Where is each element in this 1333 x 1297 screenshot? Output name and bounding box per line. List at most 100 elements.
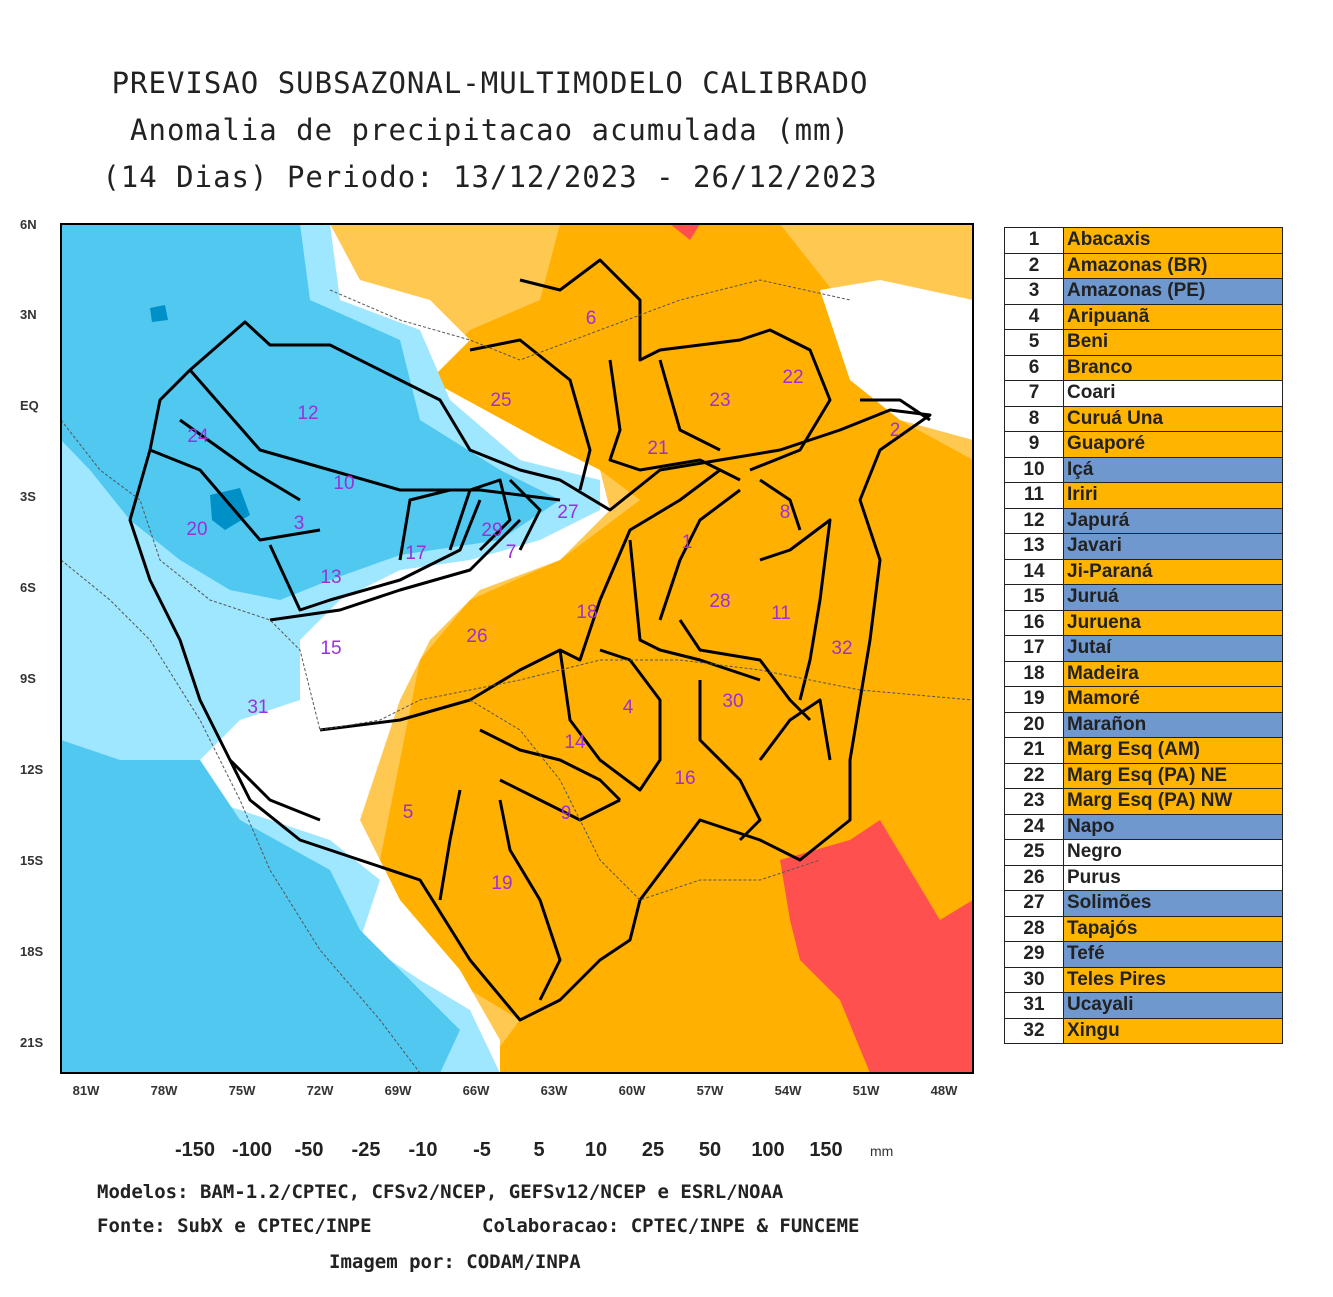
legend-row-number: 22 [1004, 762, 1064, 789]
legend-row: 29 Tefé [1004, 941, 1283, 968]
legend-row-number: 24 [1004, 813, 1064, 840]
legend-row-name: Guaporé [1063, 431, 1283, 458]
basin-number: 7 [505, 542, 517, 563]
legend-row-number: 8 [1004, 405, 1064, 432]
legend-row-number: 18 [1004, 660, 1064, 687]
legend-row-number: 17 [1004, 635, 1064, 662]
legend-row: 9 Guaporé [1004, 431, 1283, 458]
legend-row-number: 16 [1004, 609, 1064, 636]
legend-row-name: Ji-Paraná [1063, 558, 1283, 585]
legend-row-number: 29 [1004, 941, 1064, 968]
legend-row: 26 Purus [1004, 864, 1283, 891]
colorbar-label: 150 [809, 1139, 843, 1161]
legend-row-name: Marg Esq (AM) [1063, 737, 1283, 764]
colorbar-label: 100 [751, 1139, 785, 1161]
map-border [60, 223, 974, 1074]
basin-number: 24 [187, 426, 209, 447]
lat-label: 9S [20, 671, 36, 686]
legend-row-name: Teles Pires [1063, 966, 1283, 993]
basin-number: 14 [564, 732, 586, 753]
legend-row-number: 20 [1004, 711, 1064, 738]
lat-label: 15S [20, 853, 44, 868]
legend-row-name: Içá [1063, 456, 1283, 483]
legend-row-name: Tefé [1063, 941, 1283, 968]
lat-label: 3S [20, 489, 36, 504]
legend-row-name: Amazonas (PE) [1063, 278, 1283, 305]
anomaly-very-wet [210, 488, 250, 530]
lon-label: 63W [540, 1083, 568, 1098]
basin-number: 3 [293, 513, 305, 534]
colorbar-label: -25 [351, 1139, 381, 1161]
legend-row-name: Abacaxis [1063, 227, 1283, 254]
anomaly-very-dry [780, 820, 973, 1073]
legend-row: 25 Negro [1004, 839, 1283, 866]
lon-label: 48W [930, 1083, 958, 1098]
lon-label: 60W [618, 1083, 646, 1098]
basin-number: 6 [585, 308, 597, 329]
lat-label: 6N [20, 217, 37, 232]
anomaly-very-wet [150, 305, 168, 322]
basin-number: 16 [674, 768, 696, 789]
credits-models: Modelos: BAM-1.2/CPTEC, CFSv2/NCEP, GEFS… [97, 1181, 784, 1203]
lat-label: 21S [20, 1035, 44, 1050]
lon-label: 57W [696, 1083, 724, 1098]
legend-row-name: Madeira [1063, 660, 1283, 687]
colorbar-label: 50 [698, 1139, 722, 1161]
legend-row-name: Beni [1063, 329, 1283, 356]
basin-number: 4 [622, 697, 634, 718]
legend-row-number: 23 [1004, 788, 1064, 815]
legend-row: 24 Napo [1004, 813, 1283, 840]
legend-row-name: Marg Esq (PA) NE [1063, 762, 1283, 789]
title-line-1: PREVISAO SUBSAZONAL-MULTIMODELO CALIBRAD… [111, 66, 869, 100]
colorbar-label: 10 [584, 1139, 608, 1161]
basin-number: 1 [681, 532, 693, 553]
colorbar-label: 5 [533, 1139, 545, 1161]
legend-row: 7 Coari [1004, 380, 1283, 407]
basin-number: 28 [709, 591, 731, 612]
legend-row: 15 Juruá [1004, 584, 1283, 611]
credits-image: Imagem por: CODAM/INPA [329, 1251, 581, 1273]
basin-number: 13 [320, 567, 342, 588]
legend-row: 2 Amazonas (BR) [1004, 252, 1283, 279]
legend-row-name: Iriri [1063, 482, 1283, 509]
legend-row-name: Napo [1063, 813, 1283, 840]
legend-row-name: Solimões [1063, 890, 1283, 917]
basin-number: 31 [247, 697, 269, 718]
legend-row: 31 Ucayali [1004, 992, 1283, 1019]
basin-number: 18 [576, 602, 598, 623]
basin-number: 25 [490, 390, 512, 411]
anomaly-wet [61, 224, 560, 600]
credits-source: Fonte: SubX e CPTEC/INPE [97, 1215, 372, 1237]
basin-number: 22 [782, 367, 804, 388]
legend-row-number: 11 [1004, 482, 1064, 509]
legend-row: 4 Aripuanã [1004, 303, 1283, 330]
legend-row: 28 Tapajós [1004, 915, 1283, 942]
lon-label: 69W [384, 1083, 412, 1098]
legend-row-name: Negro [1063, 839, 1283, 866]
legend-row: 19 Mamoré [1004, 686, 1283, 713]
lon-label: 66W [462, 1083, 490, 1098]
basin-number: 9 [560, 803, 572, 824]
legend-row: 22 Marg Esq (PA) NE [1004, 762, 1283, 789]
legend-row: 8 Curuá Una [1004, 405, 1283, 432]
basin-number: 15 [320, 638, 342, 659]
legend-row: 12 Japurá [1004, 507, 1283, 534]
legend-row: 23 Marg Esq (PA) NW [1004, 788, 1283, 815]
legend-row: 5 Beni [1004, 329, 1283, 356]
legend-row-name: Jutaí [1063, 635, 1283, 662]
legend-row-name: Marañon [1063, 711, 1283, 738]
basin-number: 11 [771, 603, 791, 624]
lat-label: EQ [20, 398, 39, 413]
colorbar-label: -10 [408, 1139, 438, 1161]
colorbar-label: -5 [473, 1139, 491, 1161]
colorbar-label: -100 [231, 1139, 273, 1161]
legend-row-name: Purus [1063, 864, 1283, 891]
lon-label: 54W [774, 1083, 802, 1098]
legend-row-name: Aripuanã [1063, 303, 1283, 330]
country-borders [61, 279, 973, 1073]
legend-row-number: 1 [1004, 227, 1064, 254]
basin-number: 27 [557, 502, 579, 523]
colorbar-label: 25 [641, 1139, 665, 1161]
legend-row: 14 Ji-Paraná [1004, 558, 1283, 585]
basin-number: 5 [402, 802, 414, 823]
